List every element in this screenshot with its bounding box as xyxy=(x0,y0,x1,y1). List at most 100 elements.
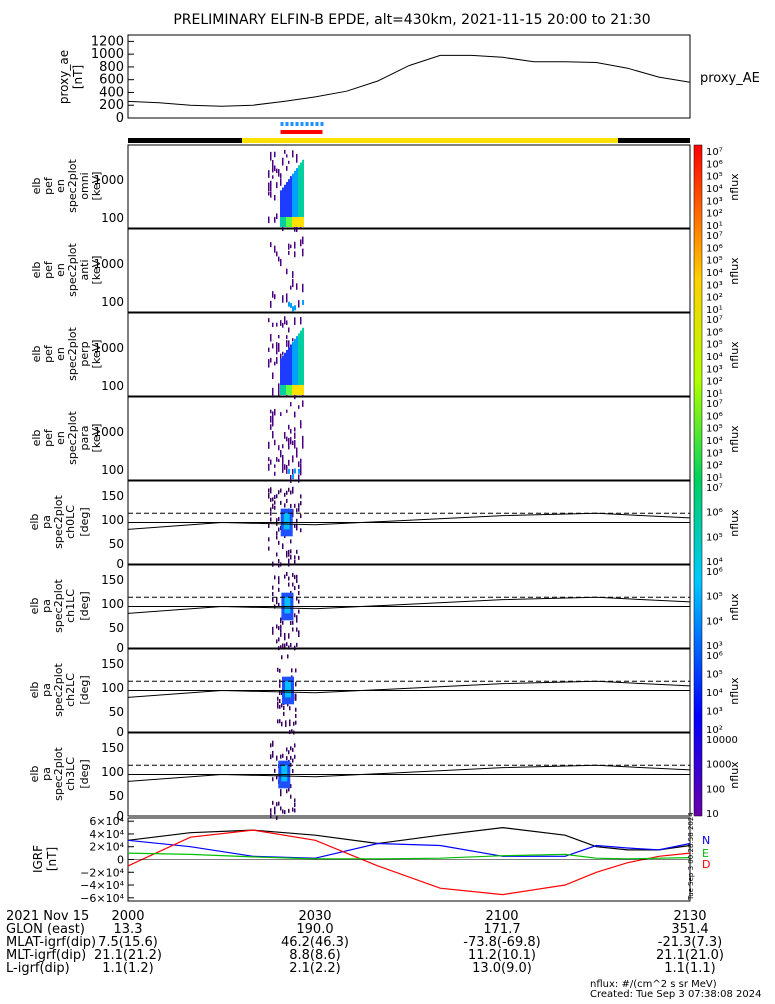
spec-ylabel-5: para xyxy=(78,426,91,451)
spec-pixel xyxy=(282,460,284,470)
pa-pixel xyxy=(288,750,290,755)
pa-core xyxy=(284,597,291,614)
spec-tick-100: 100 xyxy=(101,295,124,309)
pa-panel-ch3: elb pa spec2plot ch3LC [deg] 150 100 50 … xyxy=(28,732,691,823)
spec-pixel xyxy=(292,455,294,463)
spec-pixel xyxy=(282,454,284,462)
spec-pixel xyxy=(288,459,290,466)
pa-ylabel-2: pa xyxy=(40,767,53,781)
pa-pixel xyxy=(276,600,278,605)
colorbar-tick-label: 10⁷ xyxy=(706,399,723,410)
spec-panel-omni: elb pef en spec2plot omni [keV] 1000 100 xyxy=(30,144,691,233)
pa-pixel xyxy=(283,705,285,710)
spec-pixel xyxy=(282,351,284,355)
spec-ylabel-1: elb xyxy=(30,262,43,279)
spec-pixel xyxy=(282,466,284,473)
pa-pixel xyxy=(270,808,272,813)
pa-pixel xyxy=(272,753,274,758)
pa-pixel xyxy=(288,558,290,563)
pa-tick-150: 150 xyxy=(101,657,124,671)
pa-pixel xyxy=(294,575,296,580)
pa-pixel xyxy=(280,792,282,797)
grf-tick-label: −6×10⁴ xyxy=(80,892,124,905)
spec-pixel xyxy=(274,361,276,366)
spec-pixel xyxy=(300,217,302,227)
spec-pixel xyxy=(288,160,290,164)
spec-pixel xyxy=(302,299,304,305)
spec-ylabel-3: en xyxy=(54,347,67,361)
spec-pixel xyxy=(286,182,288,227)
pa-pixel xyxy=(272,630,274,635)
orbit-bar-black-right xyxy=(618,138,690,143)
spec-pixel xyxy=(290,385,292,395)
spec-pixel xyxy=(268,441,270,449)
pa-pixel xyxy=(292,627,294,632)
pa-pixel xyxy=(295,720,297,725)
spec-ylabel-2: pef xyxy=(42,344,55,363)
pa-pixel xyxy=(282,643,284,648)
pa-ylabel-4: ch1LC xyxy=(64,589,77,623)
grf-tick-label: −4×10⁴ xyxy=(80,879,124,892)
footer-row: L-igrf(dip) 1.1(1.2) 2.1(2.2) 13.0(9.0) … xyxy=(6,961,716,976)
colorbar-tick-label: 10¹ xyxy=(706,305,723,316)
pa-ylabel-4: ch3LC xyxy=(64,757,77,791)
pa-pixel xyxy=(280,562,282,567)
pa-pixel xyxy=(276,624,278,629)
spec-pixel xyxy=(284,217,286,227)
spec-pixel xyxy=(276,342,278,349)
science-zone-mark xyxy=(315,122,319,126)
spec-pixel xyxy=(282,157,284,166)
loss-cone-line xyxy=(127,764,691,782)
pa-pixel xyxy=(289,722,291,727)
spec-pixel xyxy=(276,457,278,462)
spec-pixel xyxy=(280,190,282,227)
pa-pixel xyxy=(290,549,292,554)
spec-pixel xyxy=(296,217,298,227)
spec-pixel xyxy=(284,352,286,395)
ae-tick-label: 1200 xyxy=(91,34,124,49)
spec-pixel xyxy=(280,450,282,458)
spec-pixel xyxy=(270,357,272,363)
pa-pixel xyxy=(289,706,291,711)
spec-pixel xyxy=(290,402,292,407)
colorbar-tick-label: 10⁷ xyxy=(706,231,723,242)
pa-data-cluster xyxy=(270,740,296,820)
spec-pixel xyxy=(270,409,272,414)
science-zone-mark xyxy=(305,122,309,126)
spec-pixel xyxy=(292,440,294,446)
spec-pixel xyxy=(298,300,300,308)
pa-pixel xyxy=(276,802,278,807)
spec-pixel xyxy=(270,300,272,308)
spec-pixel xyxy=(284,149,286,154)
science-zone-mark xyxy=(290,122,294,126)
colorbar-tick-label: 10⁴ xyxy=(706,616,723,627)
spec-pixel xyxy=(288,301,290,307)
pa-pixel xyxy=(280,500,282,505)
pa-pixel xyxy=(282,809,284,814)
spec-pixel xyxy=(276,346,278,355)
pa-pixel xyxy=(279,719,281,724)
pa-pixel xyxy=(294,798,296,803)
spec-pixel xyxy=(286,217,288,227)
spec-pixel xyxy=(286,320,288,325)
pa-pixel xyxy=(294,586,296,591)
spec-pixel xyxy=(294,251,296,258)
spec-pixel xyxy=(302,283,304,293)
footer-value: 2.1(2.2) xyxy=(289,961,341,976)
pa-pixel xyxy=(291,729,293,734)
footer-value: 11.2(10.1) xyxy=(468,948,536,963)
colorbar-label: nflux xyxy=(728,593,741,621)
footer-value: 21.1(21.2) xyxy=(94,948,162,963)
spec-pixel xyxy=(292,306,294,312)
pa-pixel xyxy=(293,721,295,726)
spec-ylabel-2: pef xyxy=(42,428,55,447)
pa-pixel xyxy=(280,645,282,650)
spec-pixel xyxy=(288,217,290,227)
pa-pixel xyxy=(280,488,282,493)
pa-pixel xyxy=(278,540,280,545)
pa-tick-50: 50 xyxy=(109,537,124,551)
spec-pixel xyxy=(272,343,274,349)
science-zone-mark xyxy=(285,122,289,126)
pa-pixel xyxy=(270,743,272,748)
